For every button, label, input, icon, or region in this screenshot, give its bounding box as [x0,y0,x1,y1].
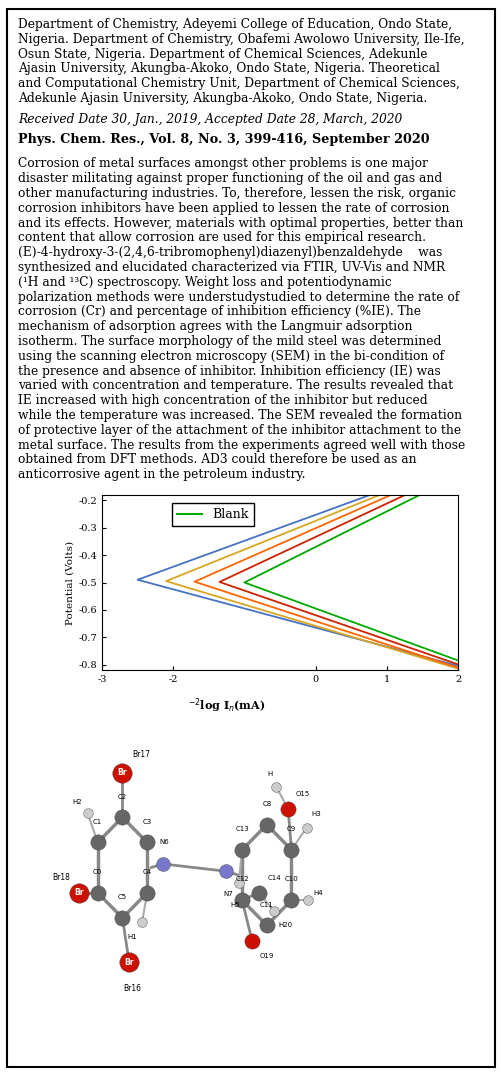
Text: H5: H5 [230,902,239,908]
Text: using the scanning electron microscopy (SEM) in the bi-condition of: using the scanning electron microscopy (… [18,349,443,362]
Legend: Blank: Blank [172,503,253,526]
Text: C11: C11 [260,902,273,907]
Text: Osun State, Nigeria. Department of Chemical Sciences, Adekunle: Osun State, Nigeria. Department of Chemi… [18,47,427,60]
Text: and its effects. However, materials with optimal properties, better than: and its effects. However, materials with… [18,216,462,230]
Text: metal surface. The results from the experiments agreed well with those: metal surface. The results from the expe… [18,439,464,452]
Text: C10: C10 [284,876,298,883]
Text: Br: Br [124,958,134,966]
Text: corrosion inhibitors have been applied to lessen the rate of corrosion: corrosion inhibitors have been applied t… [18,202,448,215]
Text: C13: C13 [235,826,248,832]
Text: H4: H4 [313,890,323,895]
Text: N7: N7 [223,890,232,897]
Text: obtained from DFT methods. AD3 could therefore be used as an: obtained from DFT methods. AD3 could the… [18,454,416,467]
Text: Department of Chemistry, Adeyemi College of Education, Ondo State,: Department of Chemistry, Adeyemi College… [18,18,451,31]
Text: H1: H1 [128,934,137,941]
Text: Phys. Chem. Res., Vol. 8, No. 3, 399-416, September 2020: Phys. Chem. Res., Vol. 8, No. 3, 399-416… [18,132,429,145]
Text: C0: C0 [93,869,102,875]
Text: Br17: Br17 [132,750,150,759]
Text: content that allow corrosion are used for this empirical research.: content that allow corrosion are used fo… [18,231,425,244]
Text: $^{-2}$log I$_n$(mA): $^{-2}$log I$_n$(mA) [187,697,265,716]
Text: polarization methods were understudystudied to determine the rate of: polarization methods were understudystud… [18,290,458,303]
Text: C2: C2 [118,793,127,800]
Text: disaster militating against proper functioning of the oil and gas and: disaster militating against proper funct… [18,172,441,185]
Text: H2: H2 [72,799,82,805]
Text: C1: C1 [93,819,102,825]
Text: C5: C5 [118,894,127,900]
Text: C8: C8 [262,801,271,807]
Text: Br: Br [74,888,84,898]
Y-axis label: Potential (Volts): Potential (Volts) [65,541,74,625]
Text: Br: Br [117,769,127,777]
Text: synthesized and elucidated characterized via FTIR, UV-Vis and NMR: synthesized and elucidated characterized… [18,261,444,274]
Text: Adekunle Ajasin University, Akungba-Akoko, Ondo State, Nigeria.: Adekunle Ajasin University, Akungba-Akok… [18,92,426,105]
Text: Nigeria. Department of Chemistry, Obafemi Awolowo University, Ile-Ife,: Nigeria. Department of Chemistry, Obafem… [18,33,464,46]
Text: corrosion (Cr) and percentage of inhibition efficiency (%IE). The: corrosion (Cr) and percentage of inhibit… [18,305,420,318]
Text: Br18: Br18 [52,874,70,883]
Text: O19: O19 [260,952,274,959]
Text: H: H [267,771,272,776]
Text: and Computational Chemistry Unit, Department of Chemical Sciences,: and Computational Chemistry Unit, Depart… [18,77,459,90]
Text: Corrosion of metal surfaces amongst other problems is one major: Corrosion of metal surfaces amongst othe… [18,157,427,171]
Text: (E)-4-hydroxy-3-(2,4,6-tribromophenyl)diazenyl)benzaldehyde    was: (E)-4-hydroxy-3-(2,4,6-tribromophenyl)di… [18,246,441,259]
Text: H20: H20 [278,921,292,928]
Text: IE increased with high concentration of the inhibitor but reduced: IE increased with high concentration of … [18,395,427,407]
Text: N6: N6 [159,838,169,845]
Text: mechanism of adsorption agrees with the Langmuir adsorption: mechanism of adsorption agrees with the … [18,320,412,333]
Text: of protective layer of the attachment of the inhibitor attachment to the: of protective layer of the attachment of… [18,424,460,436]
Text: anticorrosive agent in the petroleum industry.: anticorrosive agent in the petroleum ind… [18,469,305,482]
Text: H3: H3 [311,812,321,817]
Text: Ajasin University, Akungba-Akoko, Ondo State, Nigeria. Theoretical: Ajasin University, Akungba-Akoko, Ondo S… [18,62,439,75]
Text: (¹H and ¹³C) spectroscopy. Weight loss and potentiodynamic: (¹H and ¹³C) spectroscopy. Weight loss a… [18,276,391,289]
Text: other manufacturing industries. To, therefore, lessen the risk, organic: other manufacturing industries. To, ther… [18,187,455,200]
Text: C4: C4 [142,869,151,875]
Text: C12: C12 [235,876,248,883]
Text: Received Date 30, Jan., 2019, Accepted Date 28, March, 2020: Received Date 30, Jan., 2019, Accepted D… [18,113,401,126]
Text: while the temperature was increased. The SEM revealed the formation: while the temperature was increased. The… [18,408,461,422]
Text: varied with concentration and temperature. The results revealed that: varied with concentration and temperatur… [18,379,452,392]
Text: Br16: Br16 [123,984,141,992]
Text: C14: C14 [267,875,280,880]
Text: C9: C9 [286,826,296,832]
Text: C3: C3 [142,819,151,825]
Text: the presence and absence of inhibitor. Inhibition efficiency (IE) was: the presence and absence of inhibitor. I… [18,364,440,377]
Text: isotherm. The surface morphology of the mild steel was determined: isotherm. The surface morphology of the … [18,335,440,348]
Text: O15: O15 [296,791,310,798]
